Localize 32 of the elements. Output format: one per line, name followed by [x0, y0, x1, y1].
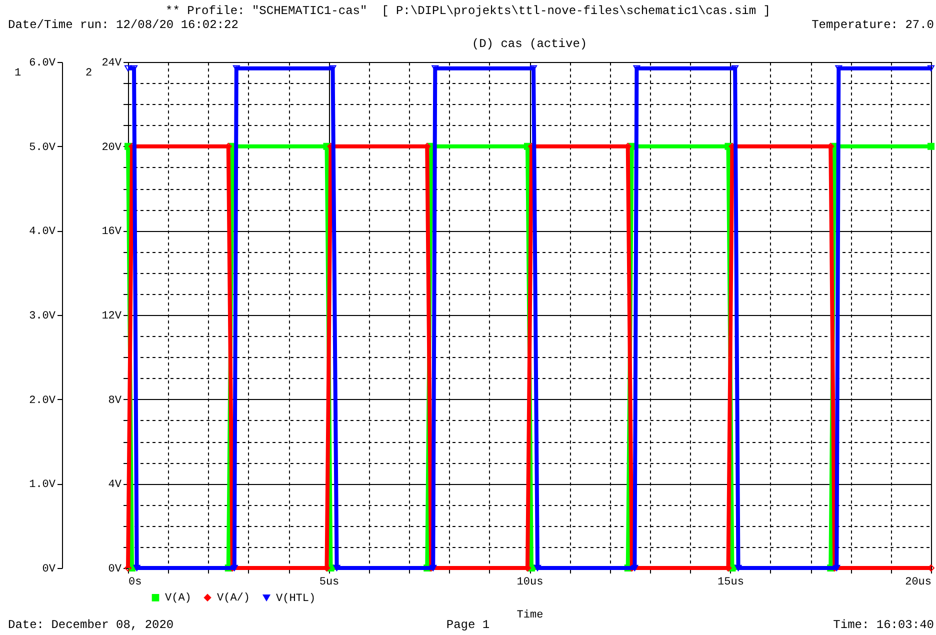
y-tick-label: 3.0V [29, 310, 56, 322]
y2-tick-label: 0V [108, 564, 122, 576]
y-axis-title: 1 [14, 68, 22, 80]
x-tick-label: 5us [319, 576, 340, 588]
y-tick-label: 1.0V [29, 479, 56, 492]
chart-subtitle: (D) cas (active) [472, 37, 588, 51]
y2-tick-label: 24V [102, 58, 122, 70]
y-tick-label: 2.0V [29, 394, 56, 407]
y2-axis-title: 2 [86, 68, 92, 80]
y2-tick-label: 12V [102, 310, 122, 322]
y-tick-label: 6.0V [29, 58, 56, 70]
text: Date: December 08, 2020 [8, 618, 174, 632]
x-axis-title: Time [516, 610, 544, 622]
x-tick-label: 10us [516, 576, 544, 588]
x-tick-label: 15us [718, 576, 744, 588]
text: Page 1 [446, 618, 490, 632]
text: Date/Time run: 12/08/20 16:02:22 [8, 18, 238, 32]
y2-tick-label: 20V [102, 142, 122, 154]
y-tick-label: 5.0V [29, 142, 56, 154]
legend-label: V(A) [165, 592, 192, 605]
y2-tick-label: 8V [108, 394, 122, 407]
x-tick-label: 20us [905, 576, 932, 588]
y2-tick-label: 4V [108, 479, 122, 492]
y-tick-label: 4.0V [29, 226, 56, 238]
y-tick-label: 0V [42, 564, 56, 576]
text: Time: 16:03:40 [833, 618, 934, 632]
legend-label: V(A/) [217, 592, 250, 605]
x-tick-label: 0s [128, 576, 142, 588]
chart-title: ** Profile: "SCHEMATIC1-cas" [ P:\DIPL\projekts\ttl-nove-files\schematic1\cas.sim ] [164, 4, 772, 18]
text: Temperature: 27.0 [812, 18, 934, 32]
legend-label: V(HTL) [276, 592, 316, 605]
y2-tick-label: 16V [102, 226, 122, 238]
